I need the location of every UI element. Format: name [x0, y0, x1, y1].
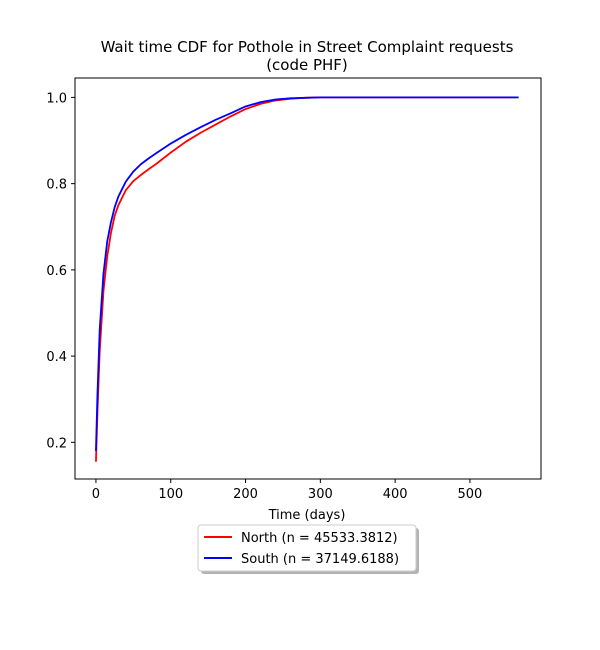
y-tick-label: 0.2 [46, 436, 67, 451]
y-tick-label: 0.8 [46, 178, 67, 193]
x-tick-label: 500 [458, 487, 483, 502]
plot-frame [74, 77, 542, 480]
x-tick-label: 300 [308, 487, 333, 502]
x-axis-label: Time (days) [268, 508, 346, 523]
y-tick-label: 0.4 [46, 350, 67, 365]
legend: North (n = 45533.3812) South (n = 37149.… [197, 524, 419, 574]
legend-label-north: North (n = 45533.3812) [241, 531, 398, 546]
chart-title-line-2: (code PHF) [266, 56, 348, 74]
series-line-south [95, 96, 519, 451]
legend-label-south: South (n = 37149.6188) [241, 552, 399, 567]
x-tick-label: 0 [92, 487, 100, 502]
chart-title-line-1: Wait time CDF for Pothole in Street Comp… [101, 38, 514, 56]
x-tick-label: 100 [158, 487, 183, 502]
x-tick-label: 200 [233, 487, 258, 502]
legend-box [197, 524, 417, 572]
series-layer [95, 96, 519, 462]
ticks-layer: 0 100 200 300 400 500 0.2 0.4 0.6 0.8 1.0 [46, 91, 482, 502]
y-tick-label: 1.0 [46, 91, 67, 106]
x-tick-label: 400 [383, 487, 408, 502]
y-tick-label: 0.6 [46, 264, 67, 279]
